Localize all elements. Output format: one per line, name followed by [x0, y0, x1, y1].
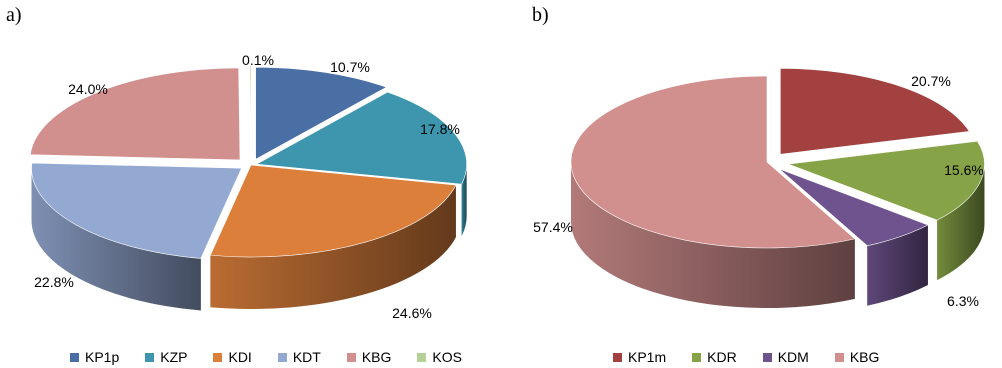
- pie-slice-kdm: [779, 168, 929, 247]
- legend-label: KOS: [432, 349, 462, 365]
- pie-tops: [570, 68, 985, 249]
- pie-slice-kp1p: [255, 66, 388, 160]
- pie-slice-kdr: [788, 140, 985, 221]
- legend-label: KDT: [292, 349, 321, 365]
- legend-swatch: [762, 352, 772, 362]
- legend-item-kzp: KZP: [145, 349, 187, 365]
- legend-item-kp1p: KP1p: [70, 349, 119, 365]
- legend-item-kos: KOS: [417, 349, 462, 365]
- legend-swatch: [417, 352, 427, 362]
- pie-tops: [29, 65, 467, 259]
- pie-label-kdr: 15.6%: [944, 162, 984, 178]
- pie-side-kbg: [571, 162, 855, 308]
- legend-label: KDI: [228, 349, 252, 365]
- legend-label: KDM: [777, 349, 809, 365]
- legend-swatch: [145, 352, 155, 362]
- legend-label: KP1p: [85, 349, 120, 365]
- chart-panel-a: a) 10.7% 17.8% 24.6% 22.8% 24.0% 0.1% KP1p KZP…: [6, 4, 488, 368]
- pie-labels: 20.7% 15.6% 6.3% 57.4%: [533, 73, 984, 309]
- pie-label-kos: 0.1%: [242, 52, 274, 68]
- panel-label-b: b): [532, 4, 549, 26]
- pie-side-kdm: [867, 224, 928, 306]
- legend-swatch: [213, 352, 223, 362]
- pie-slice-kdi: [209, 164, 457, 258]
- panel-label-a: a): [6, 4, 22, 26]
- pie-label-kzp: 17.8%: [420, 121, 460, 137]
- legend-swatch: [613, 352, 622, 362]
- pie-slice-kp1m: [780, 68, 970, 155]
- pie-slice-kbg: [570, 75, 856, 249]
- pie-labels: 10.7% 17.8% 24.6% 22.8% 24.0% 0.1%: [34, 52, 460, 321]
- legend-item-kdm: KDM: [762, 349, 809, 365]
- pie-label-kp1p: 10.7%: [330, 59, 370, 75]
- pie-label-kbg: 24.0%: [68, 81, 108, 97]
- legend-b: KP1m KDR KDM KBG: [613, 346, 905, 368]
- chart-panel-b: b) 20.7% 15.6% 6.3% 57.4% KP1m KDR KDM KBG: [501, 0, 1002, 368]
- legend-item-kp1m: KP1m: [613, 349, 666, 365]
- legend-item-kdt: KDT: [277, 349, 321, 365]
- legend-swatch: [692, 352, 702, 362]
- pie-chart-a: 10.7% 17.8% 24.6% 22.8% 24.0% 0.1%: [29, 52, 467, 321]
- pie-label-kdt: 22.8%: [34, 274, 74, 290]
- legend-swatch: [346, 352, 356, 362]
- pie-label-kp1m: 20.7%: [911, 73, 951, 89]
- pie-label-kdi: 24.6%: [392, 305, 432, 321]
- pie-slice-kbg: [29, 67, 241, 161]
- legend-item-kbg: KBG: [834, 349, 880, 365]
- pie-slice-kos: [249, 65, 252, 158]
- legend-label: KBG: [361, 349, 392, 365]
- legend-label: KDR: [707, 349, 737, 365]
- legend-label: KBG: [849, 349, 880, 365]
- legend-swatch: [277, 352, 287, 362]
- pie-slice-kdt: [31, 162, 242, 259]
- legend-item-kdi: KDI: [213, 349, 252, 365]
- legend-swatch: [70, 352, 79, 362]
- pie-chart-b: 20.7% 15.6% 6.3% 57.4%: [533, 68, 985, 309]
- legend-label: KZP: [160, 349, 188, 365]
- pie-label-kdm: 6.3%: [947, 293, 979, 309]
- pie-side-kdi: [210, 185, 456, 309]
- pie-side-kdr: [937, 164, 985, 281]
- legend-item-kbg: KBG: [346, 349, 392, 365]
- legend-label: KP1m: [628, 349, 667, 365]
- legend-item-kdr: KDR: [692, 349, 737, 365]
- pie-side-kdt: [31, 168, 201, 311]
- pie-label-kbg: 57.4%: [533, 219, 573, 235]
- pie-sides: [571, 162, 985, 308]
- pie-slice-kzp: [255, 91, 467, 185]
- legend-a: KP1p KZP KDI KDT KBG KOS: [70, 346, 488, 368]
- legend-swatch: [834, 352, 844, 362]
